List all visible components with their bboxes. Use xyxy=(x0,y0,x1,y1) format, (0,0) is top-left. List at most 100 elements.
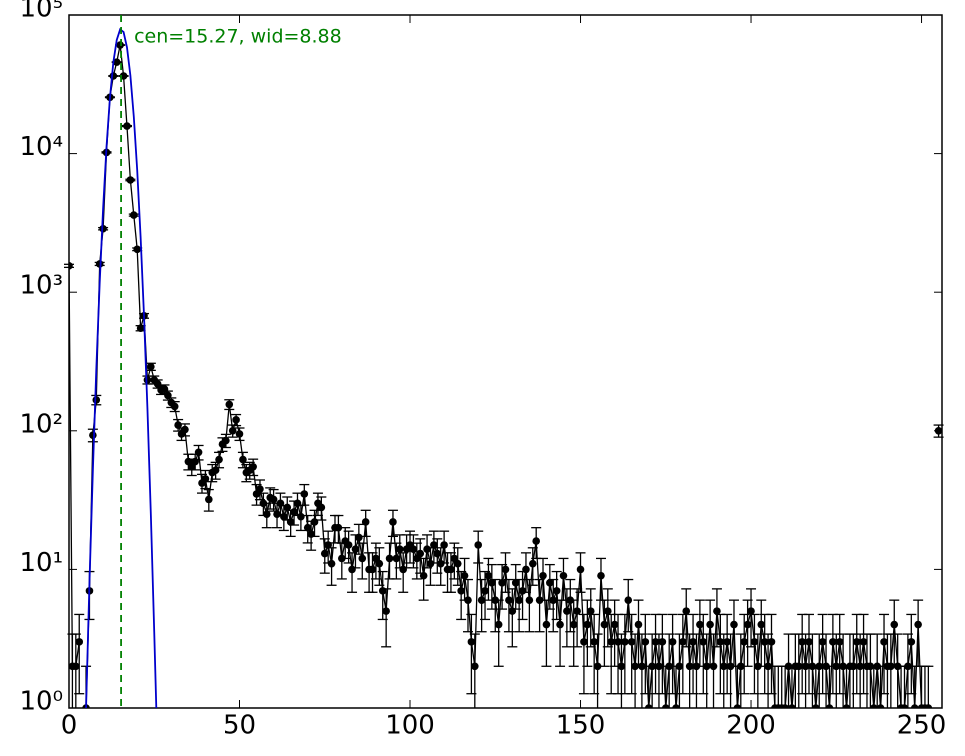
data-point xyxy=(723,638,731,646)
data-point xyxy=(290,508,298,516)
data-point xyxy=(597,571,605,580)
data-point xyxy=(327,559,336,568)
data-point xyxy=(460,571,469,580)
data-point xyxy=(273,510,281,519)
data-point xyxy=(750,638,759,646)
data-point xyxy=(409,545,418,553)
data-point xyxy=(556,620,564,629)
data-point xyxy=(924,704,933,708)
data-point xyxy=(474,541,483,549)
data-point xyxy=(576,565,585,574)
data-point xyxy=(552,587,561,595)
data-point xyxy=(849,662,858,671)
data-point xyxy=(368,565,377,574)
data-point xyxy=(525,596,534,604)
data-point xyxy=(433,549,442,558)
data-point xyxy=(249,462,257,471)
data-point xyxy=(239,455,247,464)
data-point xyxy=(900,704,909,708)
data-point xyxy=(730,620,738,629)
data-point xyxy=(638,662,646,671)
data-point xyxy=(569,620,578,629)
data-point xyxy=(505,596,513,604)
data-point xyxy=(464,596,472,604)
data-point xyxy=(590,638,598,646)
y-tick-label: 10⁰ xyxy=(19,687,63,717)
data-point xyxy=(829,638,837,646)
data-point xyxy=(706,620,714,629)
data-point xyxy=(351,545,360,553)
data-point xyxy=(286,518,295,526)
data-point xyxy=(129,211,138,219)
data-point xyxy=(665,662,673,671)
data-point xyxy=(907,638,916,646)
data-point xyxy=(658,638,667,646)
data-point xyxy=(743,620,752,629)
data-point xyxy=(170,402,179,411)
data-point xyxy=(586,607,595,615)
data-point xyxy=(890,620,899,629)
data-point xyxy=(344,541,353,549)
data-point xyxy=(201,475,210,483)
data-point xyxy=(358,554,367,563)
data-point xyxy=(904,662,912,671)
data-point xyxy=(812,704,820,708)
data-point xyxy=(788,704,796,708)
data-point xyxy=(719,662,728,671)
data-point xyxy=(484,571,493,580)
data-point xyxy=(815,662,824,671)
data-point xyxy=(109,72,118,80)
data-point xyxy=(518,587,527,595)
data-point xyxy=(805,638,813,646)
data-point xyxy=(627,638,636,646)
data-point xyxy=(675,662,684,671)
y-tick-label: 10² xyxy=(19,409,63,439)
data-point xyxy=(794,662,803,671)
data-point xyxy=(655,662,663,671)
data-point xyxy=(416,549,425,558)
data-point xyxy=(232,416,240,424)
x-tick-label: 200 xyxy=(726,711,776,741)
data-point xyxy=(818,638,827,646)
data-point xyxy=(641,638,650,646)
data-point xyxy=(856,662,864,671)
data-point xyxy=(423,545,431,553)
data-point xyxy=(644,704,653,708)
data-point xyxy=(310,518,319,526)
data-point xyxy=(737,662,745,671)
data-point xyxy=(668,638,677,646)
data-point xyxy=(832,662,841,671)
data-point xyxy=(194,448,203,457)
data-point xyxy=(375,559,384,568)
data-point xyxy=(72,662,80,671)
data-point xyxy=(760,638,769,646)
data-point xyxy=(563,607,571,615)
data-point xyxy=(733,704,742,708)
data-point xyxy=(467,638,476,646)
y-tick-label: 10¹ xyxy=(19,548,63,578)
data-point xyxy=(713,607,721,615)
data-point xyxy=(798,638,806,646)
data-point xyxy=(440,541,448,549)
data-point xyxy=(399,565,407,574)
data-point xyxy=(549,596,558,604)
data-point xyxy=(471,662,479,671)
data-point xyxy=(709,662,718,671)
data-point xyxy=(112,58,121,66)
data-point xyxy=(123,122,131,130)
data-point xyxy=(685,662,694,671)
data-point xyxy=(447,565,455,574)
data-point xyxy=(661,704,670,708)
data-point xyxy=(481,587,489,595)
data-point xyxy=(392,554,401,563)
data-point xyxy=(528,559,537,568)
x-tick-label: 250 xyxy=(897,711,947,741)
data-point xyxy=(389,518,397,526)
data-point xyxy=(699,638,708,646)
data-point xyxy=(303,523,312,532)
data-point xyxy=(477,596,486,604)
data-point xyxy=(696,620,704,629)
y-tick-label: 10³ xyxy=(19,271,63,301)
data-point xyxy=(876,704,885,708)
